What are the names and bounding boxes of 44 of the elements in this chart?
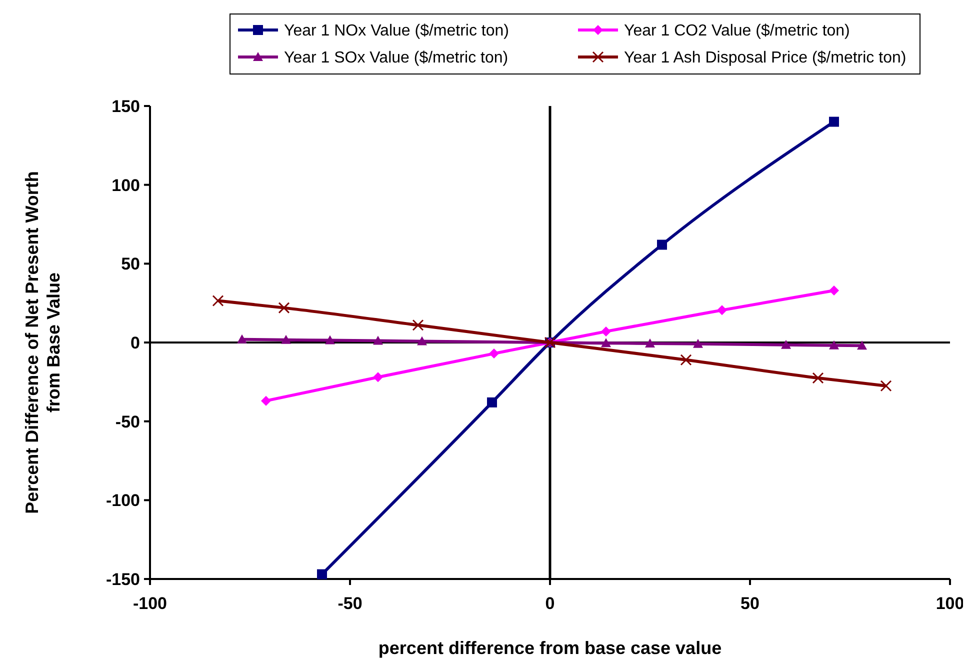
x-axis-title: percent difference from base case value	[378, 638, 722, 658]
point	[278, 302, 290, 314]
point	[680, 354, 692, 366]
point	[812, 372, 824, 384]
x-tick-label: 0	[545, 594, 555, 613]
y-tick-label: 100	[112, 176, 140, 195]
legend-label: Year 1 Ash Disposal Price ($/metric ton)	[624, 50, 906, 67]
point	[829, 285, 839, 296]
y-axis-title: Percent Difference of Net Present Worth from Base Value	[22, 171, 64, 514]
point	[325, 335, 335, 344]
point	[601, 326, 611, 336]
y-tick-label: 150	[112, 96, 140, 116]
x-tick-label: 50	[740, 594, 760, 613]
point	[487, 397, 497, 408]
point	[261, 396, 271, 406]
point	[657, 240, 667, 250]
point	[212, 294, 224, 306]
y-tick-label: -150	[106, 570, 140, 589]
point	[693, 338, 703, 348]
point	[317, 569, 327, 580]
x-tick-label: -50	[338, 594, 362, 613]
legend-label: Year 1 SOx Value ($/metric ton)	[284, 50, 508, 67]
point	[412, 319, 424, 331]
point	[601, 338, 611, 348]
point	[489, 348, 499, 359]
point	[373, 372, 383, 382]
point	[829, 116, 839, 127]
point	[373, 336, 383, 345]
legend-label: Year 1 CO2 Value ($/metric ton)	[624, 22, 850, 40]
x-tick-label: -100	[132, 594, 168, 613]
point	[857, 340, 867, 350]
y-tick-label: 0	[130, 333, 140, 352]
point	[417, 336, 427, 346]
y-tick-label: -50	[115, 412, 140, 432]
point	[237, 334, 247, 344]
legend-label: Year 1 NOx Value ($/metric ton)	[284, 22, 509, 40]
point	[829, 340, 839, 350]
point	[717, 305, 727, 316]
point	[281, 334, 291, 344]
point	[880, 380, 892, 392]
point	[781, 340, 791, 349]
y-tick-label: 50	[121, 254, 140, 274]
point	[645, 338, 655, 348]
y-tick-label: -100	[106, 491, 140, 510]
